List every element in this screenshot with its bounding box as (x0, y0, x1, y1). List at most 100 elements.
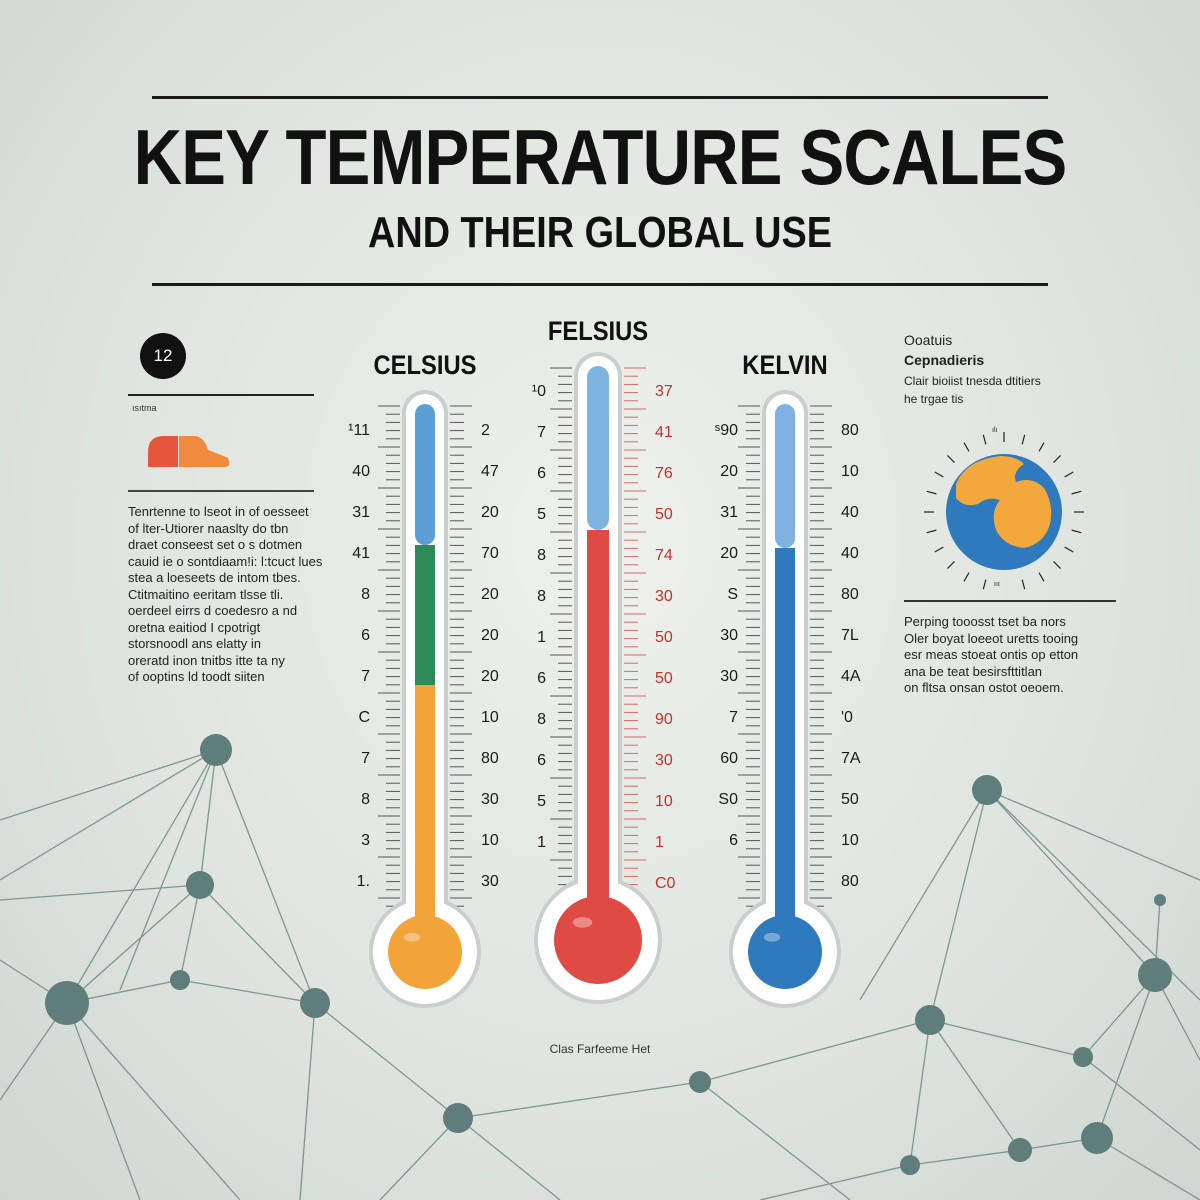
tick-label-right: 10 (841, 832, 859, 849)
tick-label-left: 20 (720, 463, 738, 480)
tick-label-right: 47 (481, 463, 499, 480)
tick-label-right: 30 (655, 588, 673, 605)
left-panel-paragraph: Tenrtenne to lseot in of oesseet of lter-… (128, 504, 322, 686)
left-paragraph-line: Ctitmaitino eeritam tlsse tli. (128, 586, 284, 602)
tick-label-left: ¹11 (348, 422, 370, 439)
globe-label-top: ılı (992, 427, 998, 434)
tick-label-right: 30 (655, 752, 673, 769)
thermometer-bulb-fill (748, 915, 822, 989)
thermometer-fill (415, 545, 435, 685)
tick-label-left: 6 (729, 832, 738, 849)
left-panel-caption: ısıtma (132, 403, 157, 413)
tick-label-left: 31 (352, 504, 370, 521)
tick-label-right: 4A (841, 668, 861, 685)
tick-label-right: 20 (481, 668, 499, 685)
tick-label-left: S (727, 586, 738, 603)
right-title-line: Clair bioiist tnesda dtitiers (904, 374, 1041, 388)
left-paragraph-line: stea a loeseets de intom tbes. (128, 570, 301, 585)
network-nodes (45, 734, 1172, 1175)
thermometer-felsius (534, 352, 662, 1004)
tick-label-left: ˢ90 (714, 422, 738, 439)
tick-label-right: 50 (655, 629, 673, 646)
right-title-line: Cepnadieris (904, 352, 985, 368)
tick-label-right: 50 (655, 506, 673, 523)
tick-label-right: 90 (655, 711, 673, 728)
thermometer-fill (415, 404, 435, 545)
right-paragraph-line: esr meas stoeat ontis op etton (904, 647, 1079, 662)
tick-label-left: 41 (352, 545, 370, 562)
tick-label-right: 80 (841, 586, 859, 603)
tick-label-right: 10 (655, 793, 673, 810)
tick-label-left: C (358, 709, 370, 726)
tick-label-left: 7 (729, 709, 738, 726)
left-paragraph-line: oerdeel eirrs d coedesro a nd (128, 603, 298, 618)
right-paragraph-line: Oler boyat loeeot uretts tooing (904, 630, 1079, 646)
thermometer-fill (415, 685, 435, 952)
tick-label-left: 30 (720, 668, 738, 685)
tick-label-left: 1 (537, 834, 546, 851)
thermometer-bulb-fill (388, 915, 462, 989)
tick-label-right: 30 (481, 791, 499, 808)
tick-label-right: 80 (481, 750, 499, 767)
tick-label-right: 70 (481, 545, 499, 562)
left-paragraph-line: Tenrtenne to lseot in of oesseet (128, 504, 309, 519)
number-badge: 12 (140, 333, 186, 379)
right-title-line: he trgae tis (904, 392, 964, 406)
left-paragraph-line: of ooptins ld toodt siiten (128, 669, 265, 684)
tick-label-right: 50 (841, 791, 859, 808)
tick-label-left: 7 (537, 424, 546, 441)
globe-icon: ılı ııı (924, 427, 1084, 590)
right-paragraph-line: ana be teat besirsfttitlan (904, 663, 1043, 679)
right-title-line: Ooatuis (904, 332, 953, 348)
tick-label-left: 60 (720, 750, 738, 767)
tick-label-left: 6 (537, 465, 546, 482)
tick-label-left: 7 (361, 750, 370, 767)
tick-label-right: '0 (841, 709, 853, 726)
thermometer-fill (587, 366, 609, 530)
thermometer-kelvin (729, 390, 841, 1008)
tick-label-left: 8 (361, 586, 370, 603)
accent-pill-icon (148, 436, 230, 467)
tick-label-right: 10 (481, 709, 499, 726)
tick-label-left: 8 (537, 711, 546, 728)
tick-label-right: 74 (655, 547, 673, 564)
tick-label-right: 80 (841, 873, 859, 890)
tick-label-left: 6 (361, 627, 370, 644)
tick-label-left: 7 (361, 668, 370, 685)
thermometer-bulb-fill (554, 896, 642, 984)
tick-label-left: S0 (718, 791, 738, 808)
tick-label-right: 40 (841, 545, 859, 562)
tick-label-left: 8 (537, 588, 546, 605)
thermometer-fill (775, 548, 795, 952)
tick-label-left: 6 (537, 670, 546, 687)
page-title: KEY TEMPERATURE SCALES (133, 113, 1068, 201)
tick-label-left: 8 (361, 791, 370, 808)
tick-label-right: 76 (655, 465, 673, 482)
right-paragraph-line: on fltsa onsan ostot oeoem. (904, 680, 1064, 695)
tick-label-right: 20 (481, 504, 499, 521)
right-paragraph-line: Perping tooosst tset ba nors (904, 614, 1066, 629)
page-subtitle: AND THEIR GLOBAL USE (368, 208, 832, 257)
tick-label-left: 31 (720, 504, 738, 521)
footer-caption: Clas Farfeeme Het (549, 1042, 651, 1056)
tick-label-left: 30 (720, 627, 738, 644)
tick-label-right: 40 (841, 504, 859, 521)
tick-label-left: 3 (361, 832, 370, 849)
right-panel-paragraph: Perping tooosst tset ba nors Oler boyat l… (904, 614, 1124, 697)
left-paragraph-line: of lter-Utiorer naaslty do tbn (128, 520, 289, 536)
tick-label-left: 1 (537, 629, 546, 646)
header-bottom-rule (152, 283, 1048, 286)
tick-label-right: 7A (841, 750, 861, 767)
scale-title: KELVIN (742, 350, 828, 380)
left-panel-divider-2 (128, 490, 314, 492)
tick-label-right: 1 (655, 834, 664, 851)
tick-label-right: C0 (655, 875, 676, 892)
tick-label-left: 5 (537, 506, 546, 523)
header-top-rule (152, 96, 1048, 99)
scale-title: CELSIUS (373, 350, 477, 380)
tick-label-right: 30 (481, 873, 499, 890)
globe-label-bottom: ııı (994, 581, 1000, 588)
left-panel-divider (128, 394, 314, 396)
left-paragraph-line: storsnoodl ans elatty in (128, 636, 261, 651)
